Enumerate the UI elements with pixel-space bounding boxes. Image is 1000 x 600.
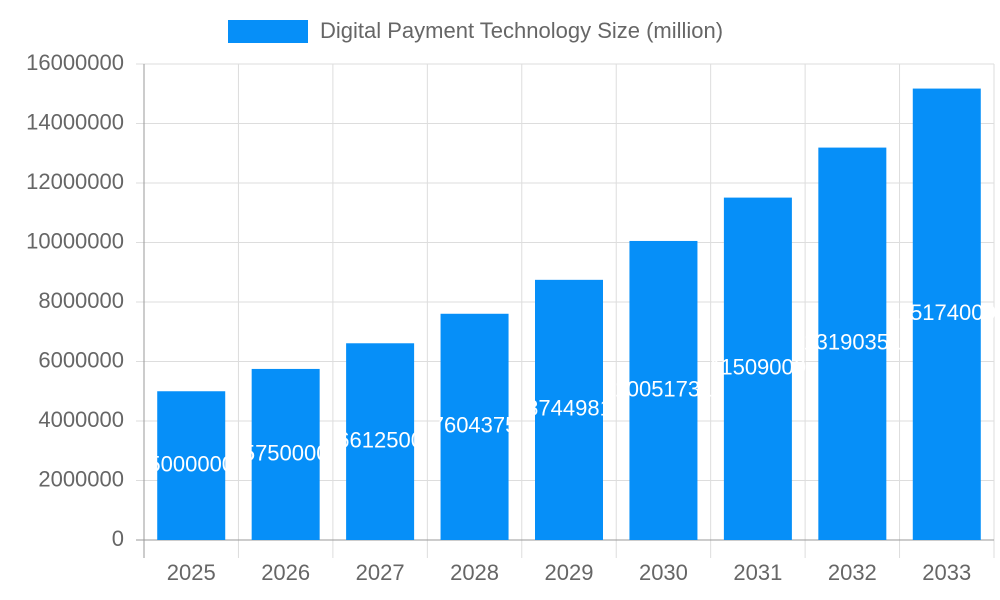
y-tick-label: 8000000 [38, 288, 124, 313]
data-label: 6612500 [337, 427, 423, 452]
x-tick-label: 2032 [828, 560, 877, 585]
data-label: 13190351 [803, 330, 901, 355]
bar [251, 368, 320, 540]
y-tick-label: 10000000 [26, 228, 124, 253]
data-label: 10051731 [614, 376, 712, 401]
bar [723, 197, 792, 541]
y-tick-label: 16000000 [26, 50, 124, 75]
y-tick-label: 14000000 [26, 109, 124, 134]
x-tick-label: 2028 [450, 560, 499, 585]
bar [157, 391, 226, 540]
x-tick-label: 2025 [167, 560, 216, 585]
x-tick-label: 2027 [356, 560, 405, 585]
bar [535, 279, 603, 540]
x-tick-label: 2029 [545, 560, 594, 585]
y-tick-label: 12000000 [26, 169, 124, 194]
legend-swatch [228, 20, 308, 43]
bar [818, 147, 887, 541]
bar [629, 240, 698, 540]
data-label: 8744981 [526, 396, 612, 421]
bar [346, 343, 415, 540]
bar [440, 313, 509, 540]
x-tick-label: 2033 [922, 560, 971, 585]
bar [912, 88, 981, 541]
y-tick-label: 4000000 [38, 407, 124, 432]
data-label: 11509000 [710, 355, 806, 380]
data-label: 5000000 [148, 451, 234, 476]
y-tick-label: 6000000 [38, 347, 124, 372]
y-tick-label: 0 [112, 526, 124, 551]
x-tick-label: 2026 [261, 560, 310, 585]
data-label: 15174000 [898, 300, 996, 325]
data-label: 7604375 [432, 413, 518, 438]
legend-label: Digital Payment Technology Size (million… [320, 18, 723, 43]
data-label: 5750000 [243, 440, 329, 465]
y-tick-label: 2000000 [38, 466, 124, 491]
x-tick-label: 2030 [639, 560, 688, 585]
x-tick-label: 2031 [733, 560, 782, 585]
